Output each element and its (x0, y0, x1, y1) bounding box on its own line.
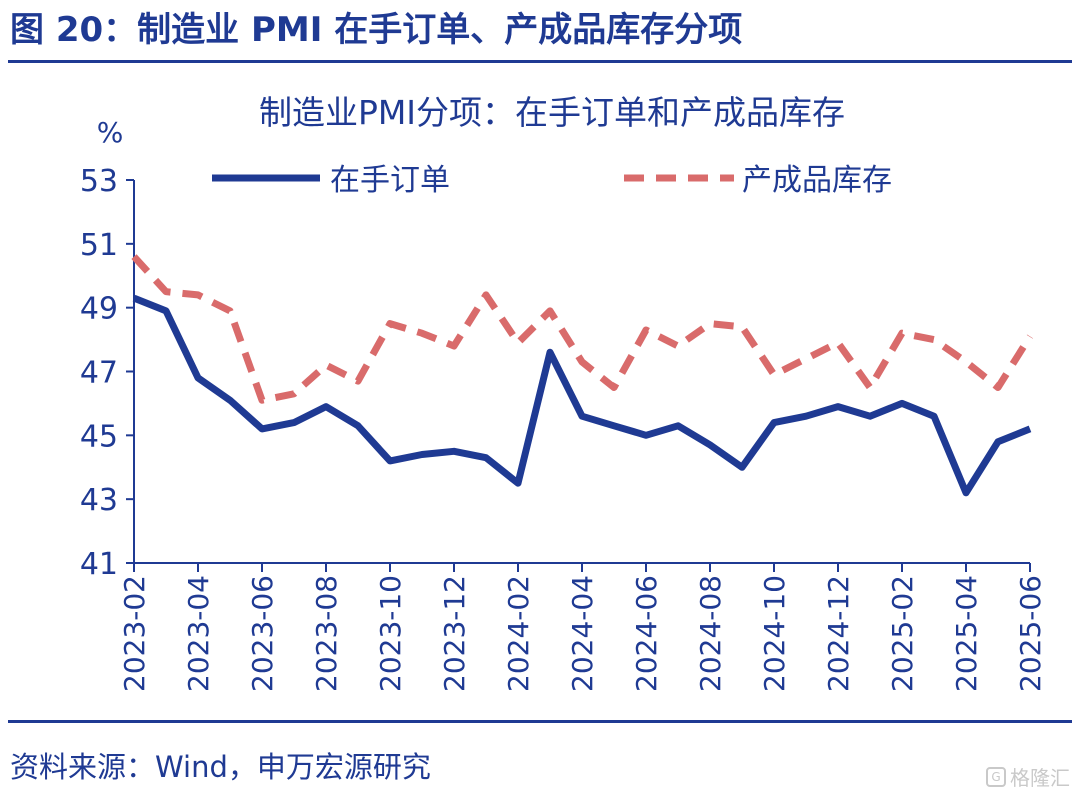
series-line-inventory (131, 254, 1033, 404)
y-tick-label: 43 (80, 483, 118, 518)
x-tick-label: 2024-08 (694, 575, 727, 692)
y-tick-label: 41 (80, 547, 118, 582)
x-tick-label: 2023-12 (438, 575, 471, 692)
x-axis-ticks: 2023-02 2023-04 2023-06 2023-08 2023-10 2023-… (118, 563, 1047, 692)
y-tick-label: 51 (80, 228, 118, 263)
x-tick-label: 2024-10 (758, 575, 791, 692)
x-tick-label: 2024-04 (566, 575, 599, 692)
watermark-logo-icon: G (986, 766, 1006, 787)
series-line-orders (132, 294, 1032, 497)
x-tick-label: 2025-04 (950, 575, 983, 692)
legend-label-orders: 在手订单 (330, 163, 450, 198)
x-tick-label: 2023-10 (374, 575, 407, 692)
x-tick-label: 2025-06 (1014, 575, 1047, 692)
watermark: G 格隆汇 (986, 762, 1070, 791)
y-tick-label: 53 (80, 164, 118, 199)
x-tick-label: 2023-06 (246, 575, 279, 692)
source-note: 资料来源：Wind，申万宏源研究 (10, 750, 431, 784)
x-tick-label: 2024-06 (630, 575, 663, 692)
top-rule (8, 60, 1072, 63)
chart-title: 制造业PMI分项：在手订单和产成品库存 (259, 93, 845, 132)
x-tick-label: 2023-04 (182, 575, 215, 692)
x-tick-label: 2023-08 (310, 575, 343, 692)
y-tick-label: 45 (80, 419, 118, 454)
series-layer (131, 254, 1033, 497)
pmi-line-chart: 制造业PMI分项：在手订单和产成品库存 % 在手订单 产成品库存 4143454… (80, 93, 1047, 692)
figure-title: 图 20：制造业 PMI 在手订单、产成品库存分项 (10, 10, 743, 50)
bottom-rule (8, 720, 1072, 723)
x-tick-label: 2024-02 (502, 575, 535, 692)
x-tick-label: 2023-02 (118, 575, 151, 692)
watermark-text: 格隆汇 (1010, 766, 1070, 790)
axes (133, 180, 1030, 564)
legend-label-inventory: 产成品库存 (742, 163, 892, 198)
x-tick-label: 2024-12 (822, 575, 855, 692)
y-tick-label: 47 (80, 356, 118, 391)
legend: 在手订单 产成品库存 (212, 163, 892, 198)
y-axis-ticks: 41 43 45 47 49 51 53 (80, 164, 134, 582)
y-tick-label: 49 (80, 292, 118, 327)
y-axis-unit: % (97, 116, 124, 149)
x-tick-label: 2025-02 (886, 575, 919, 692)
